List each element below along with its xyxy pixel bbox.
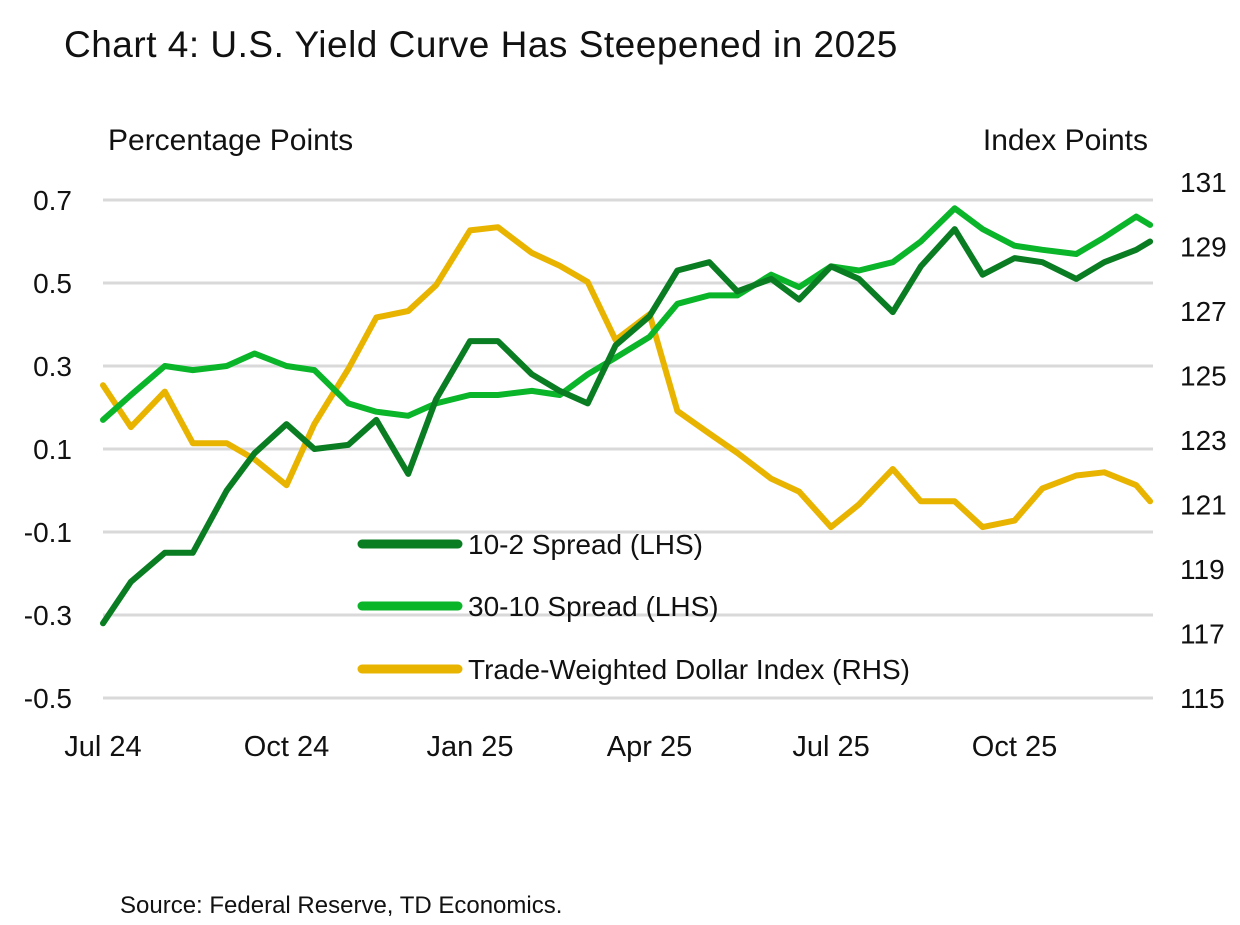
right-tick-label: 127: [1180, 296, 1227, 327]
right-axis-title: Index Points: [982, 124, 1148, 157]
series-line-30-10-spread: [100, 205, 1154, 423]
chart-title: Chart 4: U.S. Yield Curve Has Steepened …: [64, 24, 898, 65]
series-line-10-2-spread: [100, 226, 1154, 627]
x-tick-label: Oct 24: [244, 731, 329, 763]
right-tick-label: 123: [1180, 425, 1227, 456]
right-tick-label: 129: [1180, 232, 1227, 263]
legend-label: 30-10 Spread (LHS): [468, 591, 719, 622]
legend-label: 10-2 Spread (LHS): [468, 529, 703, 560]
right-tick-label: 115: [1180, 683, 1225, 714]
left-tick-label: -0.3: [24, 600, 72, 631]
right-tick-label: 117: [1180, 619, 1225, 650]
x-tick-label: Jan 25: [426, 731, 513, 763]
left-tick-label: 0.1: [33, 434, 72, 465]
x-tick-label: Apr 25: [607, 731, 692, 763]
right-tick-label: 121: [1180, 490, 1227, 521]
right-tick-label: 119: [1180, 554, 1225, 585]
right-tick-label: 125: [1180, 361, 1227, 392]
left-tick-label: 0.5: [33, 268, 72, 299]
right-tick-label: 131: [1180, 167, 1227, 198]
left-tick-label: -0.1: [24, 517, 72, 548]
left-tick-label: -0.5: [24, 683, 72, 714]
left-tick-label: 0.3: [33, 351, 72, 382]
left-tick-label: 0.7: [33, 185, 72, 216]
x-tick-label: Jul 24: [64, 731, 141, 763]
left-axis-title: Percentage Points: [108, 124, 354, 157]
source-note: Source: Federal Reserve, TD Economics.: [120, 892, 563, 919]
legend-label: Trade-Weighted Dollar Index (RHS): [468, 654, 910, 685]
x-tick-label: Jul 25: [792, 731, 869, 763]
x-tick-label: Oct 25: [972, 731, 1057, 763]
